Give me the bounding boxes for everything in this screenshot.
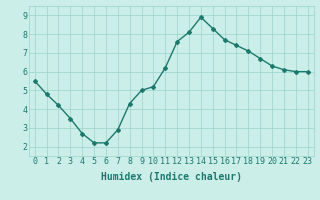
X-axis label: Humidex (Indice chaleur): Humidex (Indice chaleur): [101, 172, 242, 182]
